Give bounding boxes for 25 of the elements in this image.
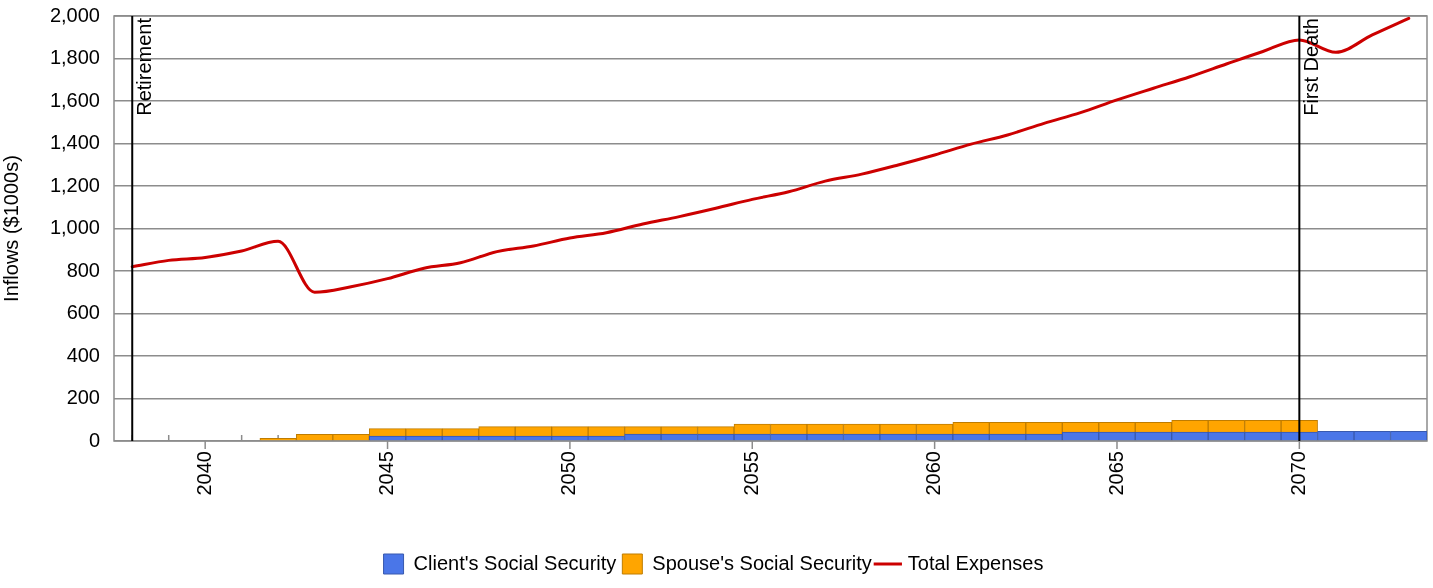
y-tick-label: 1,400	[49, 131, 100, 154]
x-tick-label: 2070	[1286, 451, 1309, 496]
y-tick-label: 2,000	[49, 3, 100, 26]
legend-label: Total Expenses	[907, 551, 1044, 574]
y-tick-label: 400	[66, 343, 100, 366]
ref-line-label: First Death	[1299, 18, 1322, 116]
y-tick-label: 1,000	[49, 216, 100, 239]
legend-label: Spouse's Social Security	[652, 551, 872, 574]
y-tick-label: 1,600	[49, 88, 100, 111]
y-axis-title: Inflows ($1000s)	[0, 155, 22, 302]
y-tick-label: 800	[66, 258, 100, 281]
x-tick-label: 2045	[375, 451, 398, 496]
y-tick-label: 1,800	[49, 46, 100, 69]
x-tick-label: 2040	[192, 451, 215, 496]
x-tick-label: 2060	[922, 451, 945, 496]
x-tick-label: 2055	[739, 451, 762, 496]
x-tick-label: 2065	[1104, 451, 1127, 496]
y-tick-label: 0	[88, 428, 100, 451]
y-tick-label: 600	[66, 301, 100, 324]
x-tick-label: 2050	[557, 451, 580, 496]
line-series	[130, 16, 1411, 294]
y-tick-label: 200	[66, 386, 100, 409]
legend-label: Client's Social Security	[413, 551, 617, 574]
y-tick-label: 1,200	[49, 173, 100, 196]
ref-line-label: Retirement	[132, 17, 155, 116]
